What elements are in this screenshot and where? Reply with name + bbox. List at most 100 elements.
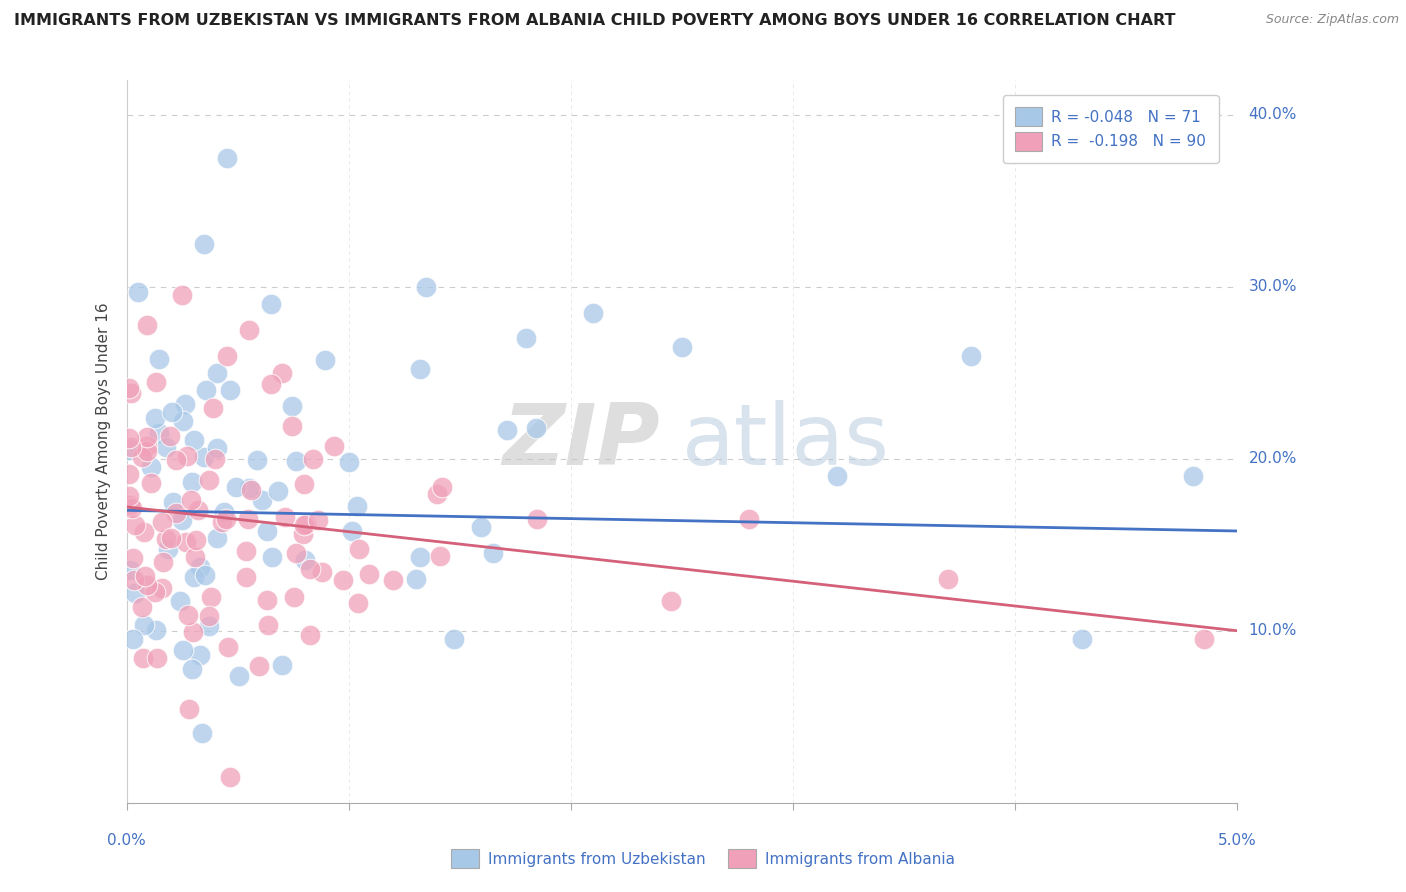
Point	[136, 443, 159, 458]
Point	[127, 285, 149, 299]
Point	[219, 770, 242, 784]
Point	[177, 607, 200, 622]
Y-axis label: Child Poverty Among Boys Under 16: Child Poverty Among Boys Under 16	[96, 302, 111, 581]
Point	[301, 451, 323, 466]
Point	[671, 340, 693, 354]
Point	[294, 516, 316, 531]
Point	[118, 381, 141, 395]
Point	[134, 524, 156, 539]
Point	[205, 366, 228, 380]
Point	[118, 442, 141, 457]
Point	[160, 531, 183, 545]
Point	[202, 401, 225, 415]
Point	[238, 481, 260, 495]
Point	[235, 570, 257, 584]
Point	[298, 562, 321, 576]
Point	[118, 489, 141, 503]
Legend: Immigrants from Uzbekistan, Immigrants from Albania: Immigrants from Uzbekistan, Immigrants f…	[443, 841, 963, 875]
Point	[337, 455, 360, 469]
Point	[215, 512, 238, 526]
Point	[340, 524, 363, 539]
Point	[215, 349, 238, 363]
Point	[298, 627, 321, 641]
Point	[148, 351, 170, 366]
Point	[120, 498, 142, 512]
Point	[211, 516, 233, 530]
Text: 10.0%: 10.0%	[1249, 624, 1296, 639]
Point	[120, 440, 142, 454]
Point	[271, 366, 294, 380]
Point	[827, 469, 849, 483]
Point	[184, 550, 207, 565]
Point	[225, 480, 247, 494]
Point	[143, 411, 166, 425]
Point	[307, 513, 329, 527]
Point	[165, 507, 187, 521]
Point	[165, 452, 187, 467]
Point	[139, 475, 162, 490]
Point	[183, 569, 205, 583]
Point	[260, 297, 283, 311]
Point	[121, 501, 143, 516]
Point	[143, 585, 166, 599]
Point	[181, 625, 204, 640]
Point	[215, 151, 238, 165]
Point	[236, 512, 259, 526]
Point	[262, 550, 284, 565]
Point	[284, 546, 307, 560]
Point	[346, 500, 368, 514]
Point	[246, 453, 269, 467]
Point	[256, 524, 278, 538]
Point	[292, 477, 315, 491]
Point	[495, 423, 517, 437]
Point	[155, 532, 177, 546]
Point	[155, 440, 177, 454]
Point	[197, 473, 219, 487]
Point	[266, 483, 288, 498]
Point	[187, 503, 209, 517]
Text: Source: ZipAtlas.com: Source: ZipAtlas.com	[1265, 13, 1399, 27]
Point	[205, 532, 228, 546]
Point	[260, 377, 283, 392]
Point	[426, 486, 449, 500]
Point	[432, 480, 454, 494]
Point	[240, 483, 263, 498]
Point	[247, 659, 270, 673]
Point	[152, 556, 174, 570]
Point	[172, 642, 194, 657]
Point	[180, 493, 202, 508]
Text: atlas: atlas	[682, 400, 890, 483]
Point	[193, 450, 215, 465]
Point	[145, 375, 167, 389]
Point	[470, 519, 492, 533]
Point	[124, 586, 146, 600]
Point	[443, 632, 465, 646]
Text: IMMIGRANTS FROM UZBEKISTAN VS IMMIGRANTS FROM ALBANIA CHILD POVERTY AMONG BOYS U: IMMIGRANTS FROM UZBEKISTAN VS IMMIGRANTS…	[14, 13, 1175, 29]
Point	[188, 648, 211, 662]
Point	[256, 618, 278, 632]
Point	[190, 726, 212, 740]
Text: 40.0%: 40.0%	[1249, 107, 1296, 122]
Point	[280, 399, 302, 413]
Text: 20.0%: 20.0%	[1249, 451, 1296, 467]
Point	[172, 288, 194, 302]
Point	[281, 419, 304, 434]
Point	[283, 591, 305, 605]
Point	[294, 553, 316, 567]
Point	[176, 450, 198, 464]
Point	[172, 415, 194, 429]
Point	[177, 702, 200, 716]
Point	[122, 550, 145, 565]
Point	[122, 574, 145, 588]
Point	[157, 541, 180, 556]
Point	[959, 349, 981, 363]
Point	[347, 596, 370, 610]
Point	[122, 632, 145, 646]
Point	[382, 573, 405, 587]
Text: 0.0%: 0.0%	[107, 833, 146, 848]
Point	[188, 560, 211, 574]
Point	[409, 550, 432, 565]
Point	[938, 572, 960, 586]
Point	[315, 352, 337, 367]
Point	[526, 512, 548, 526]
